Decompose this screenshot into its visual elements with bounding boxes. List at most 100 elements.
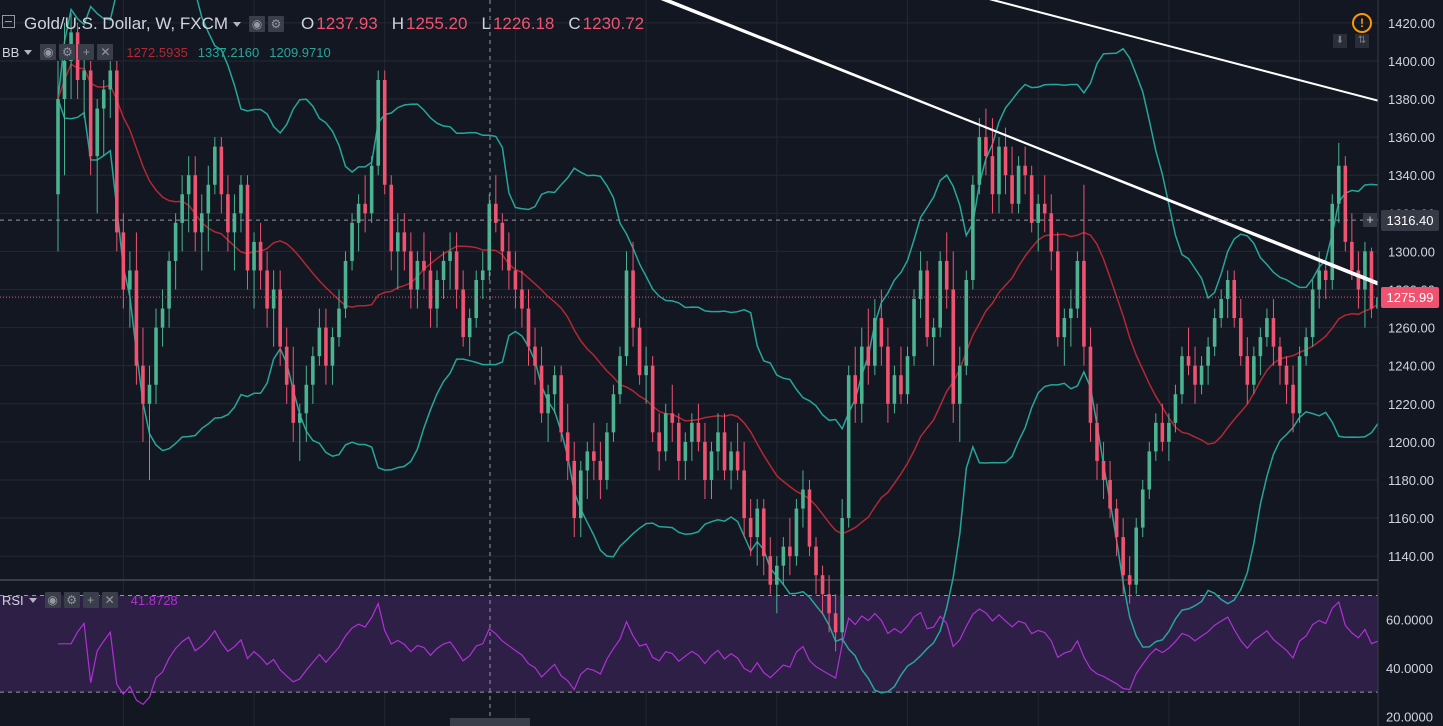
close-icon[interactable]: ✕	[101, 592, 118, 608]
candle	[820, 565, 825, 614]
caret-down-icon[interactable]	[233, 21, 242, 27]
candle	[82, 51, 86, 119]
candle-body	[1114, 508, 1119, 538]
rsi-name[interactable]: RSI	[2, 592, 24, 608]
arrow-down-icon[interactable]: ⬇	[1333, 34, 1347, 48]
candle-body	[703, 441, 707, 480]
candle	[1082, 184, 1086, 366]
caret-down-icon[interactable]	[24, 49, 33, 55]
candle-body	[1160, 422, 1165, 442]
rsi-tick-label: 20.0000	[1386, 709, 1433, 724]
candle-body	[905, 356, 910, 395]
candle	[944, 232, 949, 309]
candle	[1212, 308, 1217, 357]
candle-body	[186, 175, 191, 195]
candle	[376, 70, 380, 176]
candle-body	[1003, 146, 1008, 176]
candle	[121, 213, 126, 309]
bb-basis-value: 1272.5935	[126, 44, 188, 60]
caret-down-icon[interactable]	[28, 597, 37, 603]
scale-icon[interactable]: ⇅	[1355, 34, 1369, 48]
close-icon[interactable]: ✕	[97, 44, 114, 60]
plus-icon[interactable]: +	[1363, 213, 1377, 227]
bb-upper-line	[57, 0, 1379, 431]
candle-body	[115, 70, 119, 233]
candle-body	[801, 489, 805, 509]
candle-body	[957, 365, 962, 404]
rsi-tick-label: 60.0000	[1386, 613, 1433, 628]
candle	[265, 251, 269, 328]
candle-body	[814, 546, 818, 576]
candle	[402, 213, 407, 271]
trendlines	[660, 0, 1443, 312]
candle	[1154, 413, 1158, 461]
candle-body	[951, 289, 956, 404]
candle-body	[252, 241, 256, 271]
eye-icon[interactable]: ◉	[249, 16, 266, 32]
candle	[827, 575, 831, 633]
candle	[1056, 232, 1060, 347]
candle	[448, 232, 452, 290]
eye-icon[interactable]: ◉	[44, 592, 61, 608]
close-value: 1230.72	[582, 14, 645, 33]
candle-body	[840, 518, 844, 633]
rsi-guides	[0, 595, 1378, 693]
rsi-series	[58, 600, 1379, 706]
rsi-legend: RSI ◉ ⚙ + ✕ 41.8728	[2, 592, 178, 608]
plus-icon[interactable]: +	[82, 592, 99, 608]
candle	[454, 232, 459, 309]
candle-body	[755, 508, 760, 538]
candle-body	[624, 270, 629, 357]
candle-body	[735, 451, 740, 471]
candle	[441, 251, 446, 300]
candle	[160, 289, 165, 347]
candle-body	[1016, 165, 1021, 204]
gear-icon[interactable]: ⚙	[63, 592, 80, 608]
candle	[284, 327, 289, 404]
candle-body	[846, 375, 851, 519]
candle	[134, 232, 139, 385]
candle	[879, 289, 884, 366]
bb-name[interactable]: BB	[2, 44, 20, 60]
candle-body	[853, 375, 858, 404]
candle-body	[62, 60, 67, 100]
candle	[997, 137, 1001, 214]
candle	[232, 194, 237, 271]
eye-icon[interactable]: ◉	[40, 44, 57, 60]
candle	[1180, 346, 1184, 404]
candle-body	[75, 32, 80, 80]
candle-body	[748, 518, 753, 538]
candle	[487, 194, 492, 280]
candle	[605, 422, 609, 490]
price-tick-label: 1380.00	[1388, 92, 1435, 107]
candle	[526, 289, 531, 366]
candle	[899, 346, 903, 404]
candle-body	[650, 365, 655, 433]
price-axis: 1140.00 1160.00 1180.00 1200.00 1220.00 1240.…	[450, 0, 1443, 726]
warning-icon[interactable]: !	[1352, 13, 1372, 33]
candle	[1140, 479, 1145, 538]
candle-body	[1147, 451, 1152, 490]
price-tick-label: 1180.00	[1388, 473, 1434, 488]
candle	[173, 213, 178, 290]
gear-icon[interactable]: ⚙	[268, 16, 285, 32]
candle	[984, 108, 988, 176]
candle	[350, 213, 354, 271]
candle-body	[1193, 365, 1197, 385]
plus-icon[interactable]: +	[78, 44, 95, 60]
symbol-title[interactable]: Gold/U.S. Dollar, W, FXCM	[24, 14, 229, 33]
candle	[141, 327, 145, 442]
candle	[356, 194, 361, 252]
candle	[291, 346, 296, 442]
candle-body	[467, 318, 472, 338]
candle-body	[683, 441, 688, 461]
candle-body	[676, 422, 681, 461]
candle	[742, 441, 746, 538]
candle	[578, 460, 583, 538]
gear-icon[interactable]: ⚙	[59, 44, 76, 60]
candle	[480, 251, 485, 300]
collapse-icon[interactable]	[2, 15, 15, 28]
candle	[775, 556, 779, 614]
bb-upper-value: 1337.2160	[197, 44, 260, 60]
